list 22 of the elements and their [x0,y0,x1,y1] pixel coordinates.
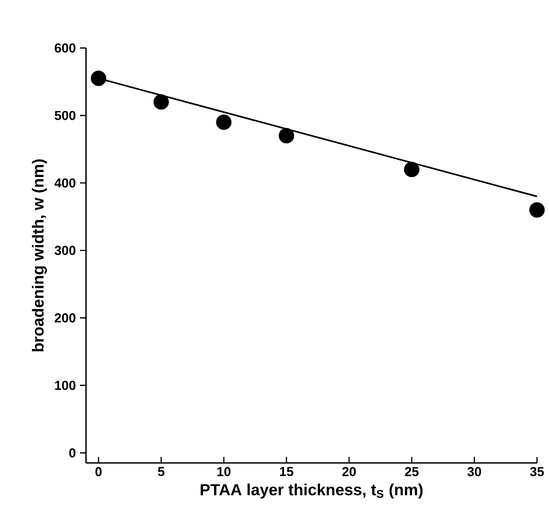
point [216,114,232,130]
y-tick-label: 200 [54,313,76,323]
x-axis-title: PTAA layer thickness, t$_{S}$ (nm) [200,484,423,499]
point [404,162,420,178]
point [278,128,294,144]
y-tick-label: 400 [54,178,76,188]
y-tick-label: 100 [55,380,76,390]
x-tick-label: 10 [217,467,231,476]
x-tick-label: 35 [530,467,544,476]
x-tick-label: 15 [280,467,294,476]
y-tick-label: 300 [54,246,76,256]
x-tick-label: 0 [95,467,102,476]
point [153,94,169,110]
x-tick-label: 30 [467,467,482,476]
y-axis-title: broadening width, w (nm) [32,159,47,352]
y-tick-label: 500 [54,110,76,120]
x-tick-label: 5 [158,467,164,476]
point [90,70,106,86]
x-tick-label: 25 [404,467,419,476]
x-tick-label: 20 [342,467,356,476]
y-tick-label: 0 [69,448,76,458]
y-tick-label: 600 [54,43,76,53]
